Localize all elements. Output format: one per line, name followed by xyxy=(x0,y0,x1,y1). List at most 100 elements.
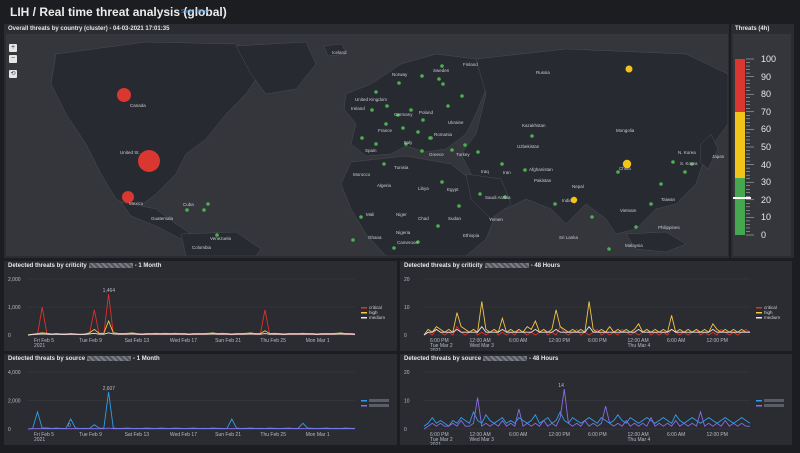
x-tick-label: 12:00 AM Wed Mar 3 xyxy=(470,338,495,349)
low-band xyxy=(735,178,745,235)
series-line xyxy=(27,293,356,336)
x-tick-label: Fri Feb 5 2021 xyxy=(34,338,54,349)
legend-swatch xyxy=(361,400,367,402)
y-tick-label: 10 xyxy=(404,305,410,311)
country-label: Chad xyxy=(418,216,429,221)
legend-swatch xyxy=(756,307,762,309)
country-label: Niger xyxy=(396,212,407,217)
country-label: Ukraine xyxy=(448,120,464,125)
zoom-in-button[interactable]: + xyxy=(9,44,17,52)
chart-title-suffix: - 1 Month xyxy=(133,356,160,363)
chart-title-suffix: - 1 Month xyxy=(134,263,162,270)
chart-criticity-month[interactable]: 2,000 1,000 0 Fri Feb 5 2021 Tue Feb 9 Sat Feb… xyxy=(4,261,397,351)
reset-view-icon[interactable]: ⟲ xyxy=(9,70,17,78)
series-line xyxy=(27,319,356,336)
legend-swatch xyxy=(756,405,762,407)
country-label: Colombia xyxy=(192,245,212,250)
country-label: Libya xyxy=(418,186,429,191)
legend-swatch xyxy=(756,312,762,314)
y-tick-label: 10 xyxy=(404,399,410,405)
series-line xyxy=(27,332,356,336)
country-label: Iran xyxy=(503,170,511,175)
country-label: United St. xyxy=(120,150,140,155)
chart-panel-source-month: Detected threats by source - 1 Month 4,00… xyxy=(4,354,397,445)
x-tick-label: 6:00 AM xyxy=(667,432,685,438)
high-band xyxy=(735,112,745,178)
legend-swatch xyxy=(361,317,367,319)
x-tick-label: Sun Feb 21 xyxy=(215,338,241,344)
y-tick-label: 0 xyxy=(8,427,11,433)
x-tick-label: Wed Feb 17 xyxy=(170,338,197,344)
legend-label: medium xyxy=(369,315,385,320)
threat-points-high xyxy=(570,65,633,204)
country-label: Tunisia xyxy=(394,165,409,170)
chart-title-prefix: Detected threats by criticity xyxy=(8,263,87,270)
country-label: Romania xyxy=(434,132,453,137)
country-label: Uzbekistan xyxy=(517,144,540,149)
country-label: Ethiopia xyxy=(463,233,480,238)
country-label: Italy xyxy=(404,140,413,145)
y-tick-label: 20 xyxy=(404,370,410,376)
country-label: Poland xyxy=(419,110,434,115)
x-tick-label: 12:00 PM xyxy=(549,432,570,438)
series-line xyxy=(423,325,751,336)
chart-title: Detected threats by criticity - 48 Hours xyxy=(404,263,560,269)
country-label: N. Korea xyxy=(678,150,696,155)
country-label: Russia xyxy=(536,70,550,75)
country-label: Cameroon xyxy=(397,240,419,245)
critical-band xyxy=(735,59,745,112)
country-label: Iraq xyxy=(481,169,489,174)
series-line xyxy=(423,301,750,336)
legend-swatch xyxy=(361,312,367,314)
x-tick-label: 6:00 AM xyxy=(667,338,685,344)
y-tick-label: 2,000 xyxy=(8,277,21,283)
y-tick-label: 2,000 xyxy=(8,399,21,405)
series-line xyxy=(27,427,355,430)
data-label: 1,464 xyxy=(103,288,116,294)
chart-title: Detected threats by source - 1 Month xyxy=(8,356,160,362)
country-label: Mongolia xyxy=(616,128,635,133)
world-map[interactable]: Iceland Sweden Finland Norway Russia Canada Un… xyxy=(6,34,728,256)
chart-criticity-48h[interactable]: 20 10 0 6:00 PM Tue Mar 2 2021 12:00 AM Wed Mar… xyxy=(400,261,792,351)
x-tick-label: Tue Feb 9 xyxy=(79,432,102,438)
y-tick-label: 0 xyxy=(404,333,407,339)
x-tick-label: Mon Mar 1 xyxy=(306,338,330,344)
legend-redacted xyxy=(369,399,389,402)
scale-label: 10 xyxy=(761,212,772,223)
current-level-marker xyxy=(733,197,751,199)
country-label: Venezuela xyxy=(210,236,232,241)
scale-label: 100 xyxy=(761,54,777,64)
chart-title-suffix: - 48 Hours xyxy=(530,263,561,270)
scale-label: 30 xyxy=(761,177,772,188)
country-label: Yemen xyxy=(489,217,503,222)
country-label: Spain xyxy=(365,148,377,153)
x-tick-label: Mon Mar 1 xyxy=(306,432,330,438)
legend-swatch xyxy=(756,317,762,319)
legend-label: critical xyxy=(764,305,777,310)
zoom-out-button[interactable]: − xyxy=(9,55,17,63)
country-label: United Kingdom xyxy=(355,97,388,102)
y-tick-label: 4,000 xyxy=(8,370,21,376)
chart-panel-criticity-month: Detected threats by criticity - 1 Month 2… xyxy=(4,261,397,351)
country-label: Guatemala xyxy=(151,216,174,221)
chart-title-prefix: Detected threats by source xyxy=(8,356,86,363)
land-masses xyxy=(50,41,728,256)
country-label: Saudi Arabia xyxy=(485,195,511,200)
country-label: China xyxy=(619,166,631,171)
redacted-text xyxy=(87,356,132,361)
legend-redacted xyxy=(369,404,389,407)
chart-title-prefix: Detected threats by source xyxy=(404,356,482,363)
country-label: Turkey xyxy=(456,152,470,157)
country-label: Nepal xyxy=(572,184,584,189)
scale-label: 90 xyxy=(761,71,772,82)
chart-panel-source-48h: Detected threats by source - 48 Hours 20 1… xyxy=(400,354,792,445)
show-filters-link[interactable]: Show Filters xyxy=(181,9,209,15)
series-line xyxy=(27,391,356,430)
x-tick-label: 12:00 PM xyxy=(707,432,728,438)
country-label: S. Korea xyxy=(680,161,698,166)
x-tick-label: 6:00 PM xyxy=(588,338,607,344)
chart-source-48h[interactable]: 20 10 0 6:00 PM Tue Mar 2 2021 12:00 AM Wed Mar… xyxy=(400,354,792,445)
chart-source-month[interactable]: 4,000 2,000 0 Fri Feb 5 2021 Tue Feb 9 Sat Feb… xyxy=(4,354,397,445)
country-label: Germany xyxy=(394,112,413,117)
x-tick-label: 12:00 PM xyxy=(707,338,728,344)
